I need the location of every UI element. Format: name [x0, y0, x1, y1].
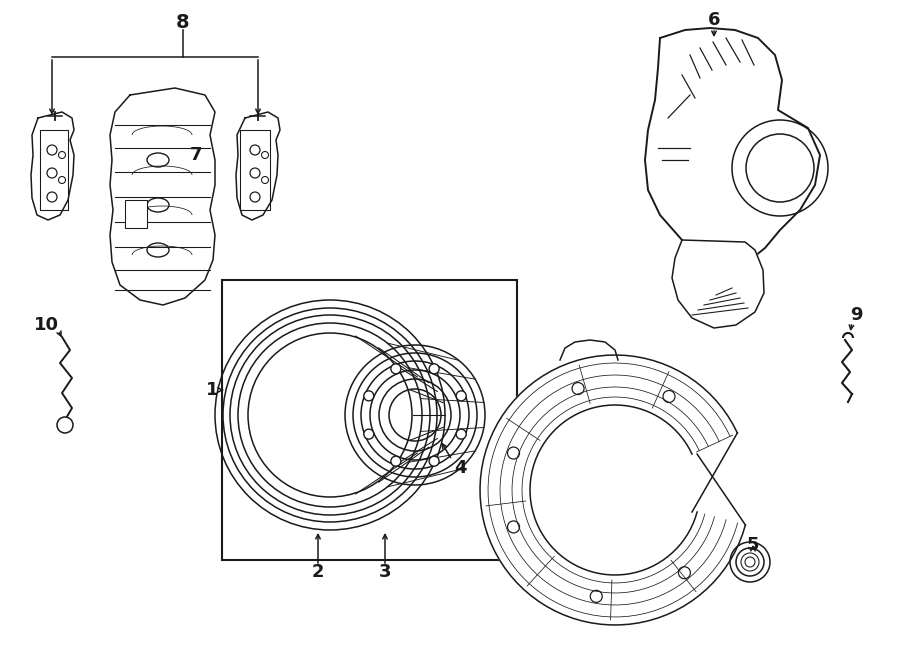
Circle shape	[364, 391, 374, 401]
Text: 8: 8	[176, 13, 190, 32]
Text: 2: 2	[311, 563, 324, 581]
Circle shape	[429, 456, 439, 466]
Polygon shape	[645, 28, 820, 268]
Text: 6: 6	[707, 11, 720, 29]
Polygon shape	[672, 240, 764, 328]
Polygon shape	[236, 112, 280, 220]
Text: 7: 7	[190, 146, 203, 164]
Text: 10: 10	[33, 316, 58, 334]
Circle shape	[391, 364, 401, 374]
Circle shape	[57, 417, 73, 433]
Polygon shape	[110, 88, 215, 305]
Circle shape	[364, 429, 374, 439]
Bar	[125, 200, 147, 228]
Circle shape	[429, 364, 439, 374]
Text: 5: 5	[747, 536, 760, 554]
Text: 4: 4	[454, 459, 466, 477]
Circle shape	[456, 391, 466, 401]
Text: 9: 9	[850, 306, 862, 324]
Circle shape	[391, 456, 401, 466]
Polygon shape	[31, 112, 74, 220]
Polygon shape	[480, 355, 745, 625]
Text: 1: 1	[206, 381, 218, 399]
Circle shape	[456, 429, 466, 439]
Bar	[222, 280, 517, 560]
Text: 3: 3	[379, 563, 392, 581]
